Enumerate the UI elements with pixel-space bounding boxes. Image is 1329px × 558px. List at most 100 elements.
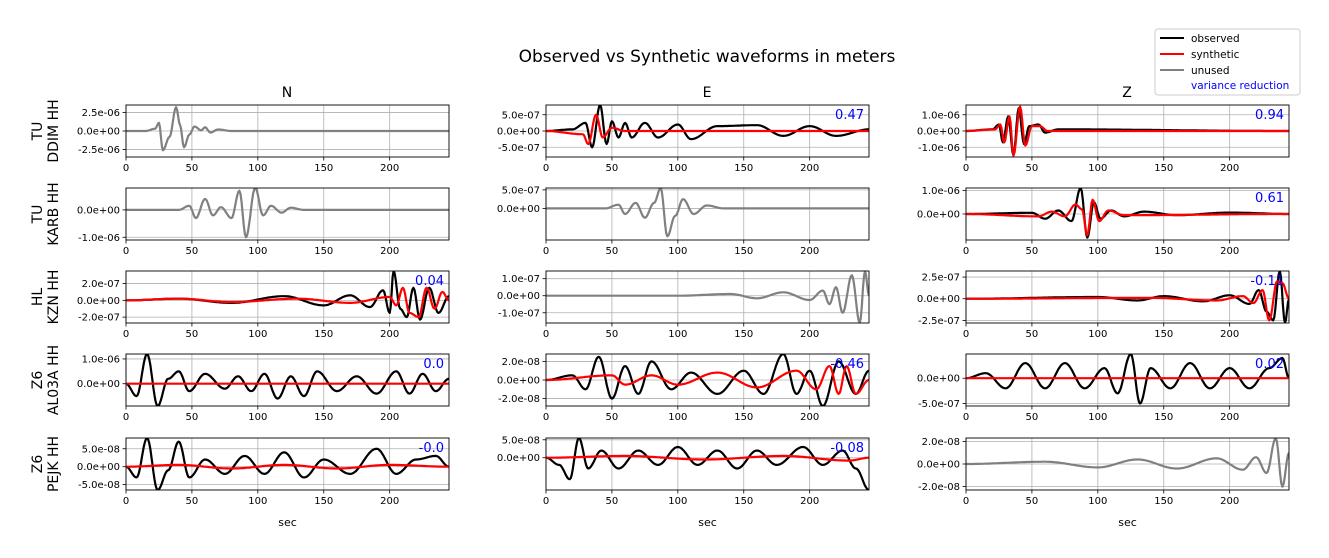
xlabels-layer: sec sec sec	[278, 516, 1137, 529]
y-tick-label: 0.0e+00	[917, 374, 960, 385]
y-tick-label: 2.0e-07	[82, 279, 120, 290]
y-tick-label: 2.0e-08	[502, 357, 540, 368]
x-tick-label: 150	[734, 496, 753, 507]
x-tick-label: 0	[123, 246, 129, 257]
y-tick-label: -2.0e-07	[78, 313, 120, 324]
panel-r3-c1: 0 50 100 150 200 2.0e-08 0.0e+00 -2.0e-08 -0.46	[497, 353, 870, 423]
x-tick-label: 50	[606, 496, 619, 507]
x-tick-label: 200	[800, 496, 819, 507]
y-tick-label: 0.0e+00	[77, 205, 120, 216]
y-tick-label: -2.5e-07	[918, 316, 960, 327]
x-tick-label: 50	[1026, 412, 1039, 423]
x-tick-label: 150	[1154, 246, 1173, 257]
legend-observed-label: observed	[1191, 33, 1240, 45]
panel-traces	[966, 188, 1289, 239]
observed-trace	[966, 188, 1289, 239]
x-tick-label: 0	[123, 412, 129, 423]
y-tick-label: 5.0e-07	[502, 185, 540, 196]
y-tick-label: 5.0e-08	[82, 444, 120, 455]
x-tick-label: 150	[1154, 329, 1173, 340]
x-tick-label: 0	[963, 163, 969, 174]
x-tick-label: 50	[186, 163, 199, 174]
panel-frame	[545, 187, 870, 241]
x-tick-label: 50	[1026, 163, 1039, 174]
x-tick-label: 0	[963, 496, 969, 507]
panel-traces	[126, 354, 449, 406]
panel-r1-c1: 0 50 100 150 200 5.0e-07 0.0e+00	[497, 185, 870, 257]
y-tick-label: 0.0e+00	[917, 294, 960, 305]
x-tick-label: 0	[123, 496, 129, 507]
x-tick-label: 50	[606, 412, 619, 423]
y-tick-label: -2.0e-08	[918, 482, 960, 493]
panel-traces	[546, 354, 869, 406]
panel-frame	[545, 353, 870, 407]
panel-traces	[546, 188, 869, 238]
panel-r4-c1: 0 50 100 150 200 5.0e-08 0.0e+00 -0.08	[497, 435, 870, 507]
y-tick-label: 0.0e+00	[917, 210, 960, 221]
x-tick-label: 150	[734, 163, 753, 174]
x-tick-label: 150	[1154, 412, 1173, 423]
variance-reduction-label: 0.61	[1255, 191, 1284, 206]
column-title-n: N	[282, 85, 292, 101]
x-tick-label: 100	[248, 329, 267, 340]
x-tick-label: 150	[314, 412, 333, 423]
x-tick-label: 200	[380, 496, 399, 507]
x-tick-label: 50	[186, 412, 199, 423]
variance-reduction-label: -0.11	[1250, 274, 1284, 289]
x-tick-label: 50	[1026, 496, 1039, 507]
x-tick-label: 200	[800, 412, 819, 423]
panel-r0-c0: 0 50 100 150 200 2.5e-06 0.0e+00 -2.5e-06	[77, 104, 450, 174]
x-tick-label: 100	[1088, 329, 1107, 340]
y-tick-label: 0.0e+00	[497, 204, 540, 215]
observed-trace	[126, 438, 449, 490]
panel-frame	[125, 437, 450, 491]
x-tick-label: 0	[543, 412, 549, 423]
observed-trace	[126, 354, 449, 406]
row-label-network: Z6	[30, 371, 46, 390]
panel-frame	[125, 104, 450, 158]
synthetic-trace	[546, 365, 869, 395]
x-tick-label: 50	[186, 246, 199, 257]
x-tick-label: 150	[314, 496, 333, 507]
observed-trace	[546, 354, 869, 406]
panel-traces	[966, 271, 1289, 323]
panel-traces	[546, 438, 869, 490]
x-tick-label: 100	[1088, 412, 1107, 423]
x-tick-label: 50	[1026, 329, 1039, 340]
x-tick-label: 100	[248, 246, 267, 257]
observed-trace	[546, 105, 869, 149]
row-label-station: PEJK HH	[46, 436, 62, 492]
x-tick-label: 0	[543, 329, 549, 340]
x-tick-label: 200	[800, 163, 819, 174]
y-tick-label: 0.0e+00	[77, 296, 120, 307]
panel-r3-c0: 0 50 100 150 200 1.0e-06 0.0e+00 0.0	[77, 353, 450, 423]
y-tick-label: 2.0e-08	[922, 437, 960, 448]
synthetic-trace	[966, 105, 1289, 157]
y-tick-label: 1.0e-06	[922, 110, 960, 121]
x-tick-label: 0	[963, 412, 969, 423]
y-tick-label: 1.0e-06	[82, 354, 120, 365]
x-tick-label: 200	[1220, 163, 1239, 174]
x-tick-label: 0	[543, 163, 549, 174]
x-tick-label: 150	[1154, 163, 1173, 174]
observed-trace	[966, 354, 1289, 405]
y-tick-label: 2.5e-07	[922, 273, 960, 284]
x-tick-label: 150	[734, 246, 753, 257]
legend-box	[1154, 28, 1301, 96]
legend-unused-label: unused	[1191, 65, 1230, 77]
y-tick-label: 0.0e+00	[77, 127, 120, 138]
synthetic-trace	[546, 454, 869, 462]
y-tick-label: -5.0e-08	[78, 480, 120, 491]
x-tick-label: 0	[963, 246, 969, 257]
synthetic-trace	[126, 463, 449, 470]
panel-traces	[126, 106, 449, 152]
x-tick-label: 150	[734, 412, 753, 423]
row-label-station: KZN HH	[46, 270, 62, 325]
panel-frame	[545, 270, 870, 324]
unused-trace	[126, 188, 449, 239]
row-label-station: DDIM HH	[46, 99, 62, 162]
y-tick-label: -1.0e-07	[498, 308, 540, 319]
x-tick-label: 100	[1088, 496, 1107, 507]
y-tick-label: -5.0e-07	[918, 399, 960, 410]
panel-traces	[546, 271, 869, 323]
